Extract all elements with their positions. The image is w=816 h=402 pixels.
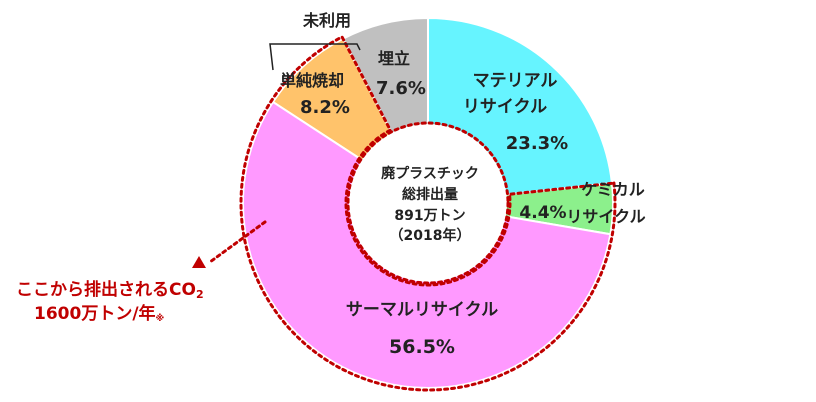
center-line-3: 891万トン [394, 208, 465, 224]
callout-marker [192, 256, 206, 268]
donut-slices [242, 16, 614, 389]
callout-leader [208, 220, 267, 264]
label-material-value: 23.3% [506, 133, 568, 154]
label-chemical-value: 4.4% [519, 203, 566, 223]
dotted-outlines [208, 34, 617, 392]
label-material-name: マテリアル [473, 71, 558, 91]
center-line-2: 総排出量 [402, 186, 458, 203]
label-chemical-name2: リサイクル [566, 207, 645, 226]
slice-4 [341, 16, 429, 136]
center-line-4: （2018年） [390, 227, 471, 244]
center-line-1: 廃プラスチック [381, 165, 479, 182]
slice-2 [242, 100, 612, 389]
callout-line-2: 1600万トン/年※ [34, 303, 165, 324]
slice-0 [427, 16, 614, 196]
label-chemical-name: ケミカル [581, 180, 645, 199]
label-landfill-name: 埋立 [378, 49, 410, 68]
label-thermal-name: サーマルリサイクル [346, 300, 498, 320]
label-incineration-value: 8.2% [300, 97, 350, 118]
center-outline [346, 121, 510, 285]
label-material-name2: リサイクル [463, 97, 547, 117]
label-landfill-value: 7.6% [376, 78, 426, 99]
label-thermal-value: 56.5% [389, 336, 455, 358]
callout-line-1: ここから排出されるCO2 [16, 279, 204, 301]
unused-bracket [269, 43, 361, 71]
emission-outline [239, 34, 617, 392]
slice-labels: マテリアルリサイクル23.3%ケミカルリサイクル4.4%サーマルリサイクル56.… [280, 49, 646, 358]
label-unused: 未利用 [302, 11, 351, 30]
label-incineration-name: 単純焼却 [280, 71, 344, 90]
